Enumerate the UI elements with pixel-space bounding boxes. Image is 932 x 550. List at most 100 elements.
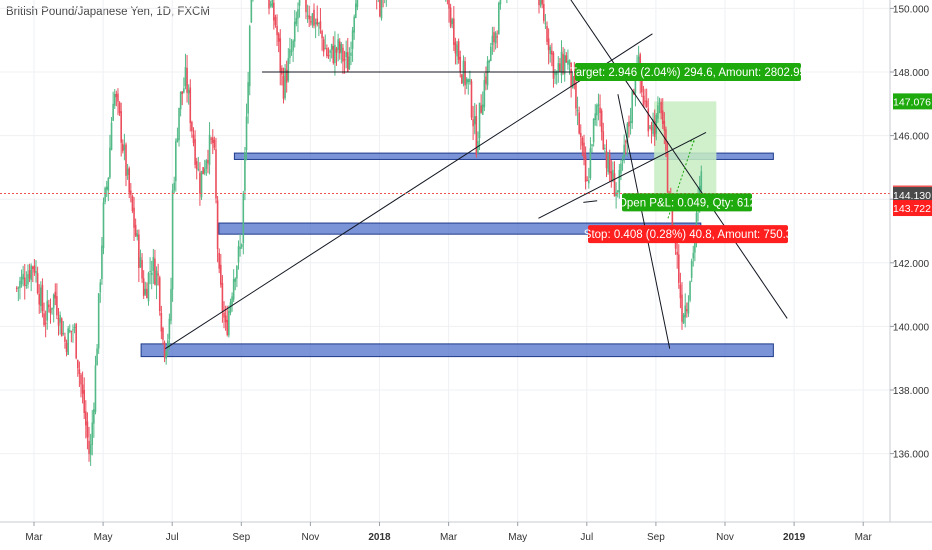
candle-body (89, 444, 92, 455)
candle-body (620, 163, 622, 174)
candle-body (48, 304, 50, 308)
candle-body (451, 19, 454, 25)
candle-body (68, 330, 71, 332)
candle-body (647, 108, 650, 132)
candle-body (70, 330, 73, 332)
candle-body (649, 127, 651, 129)
candle-body (589, 148, 592, 178)
trendline (617, 94, 671, 349)
candle-body (481, 104, 484, 115)
candle-body (19, 280, 21, 289)
candle-body (15, 287, 18, 289)
candle-body (351, 30, 354, 49)
candle-body (663, 120, 666, 131)
candle-body (56, 296, 58, 316)
x-tick-label: May (508, 532, 527, 543)
candle-body (62, 333, 65, 335)
candle-body (571, 73, 574, 88)
candle-body (179, 91, 182, 110)
candle-body (631, 91, 633, 124)
trendline (538, 131, 707, 219)
candle-body (560, 51, 563, 76)
candle-body (271, 0, 274, 8)
candle-body (311, 13, 314, 25)
candle-body (109, 147, 111, 178)
candle-body (244, 152, 246, 191)
candle-body (192, 134, 195, 143)
candle-body (552, 52, 555, 79)
candle-body (274, 17, 277, 26)
candle-body (563, 55, 566, 75)
candle-body (628, 121, 630, 127)
candle-body (250, 0, 253, 23)
candle-body (199, 172, 201, 194)
stop-price-tag: 143.722 (893, 200, 932, 217)
candle-body (634, 77, 637, 93)
candle-body (220, 264, 222, 285)
candle-body (599, 107, 601, 113)
candle-body (470, 81, 473, 118)
candle-body (454, 42, 457, 54)
candle-body (128, 168, 131, 193)
candle-body (483, 80, 486, 108)
x-tick-label: 2019 (783, 532, 806, 543)
candle-body (488, 60, 490, 63)
position-labels: Target: 2.946 (2.04%) 294.6, Amount: 280… (570, 63, 806, 244)
candle-body (486, 61, 489, 86)
candle-body (608, 154, 611, 174)
candle-body (290, 51, 293, 53)
candle-body (273, 2, 275, 21)
candle-body (473, 116, 476, 125)
candle-body (213, 139, 216, 148)
candle-body (453, 18, 455, 45)
candle-body (293, 21, 296, 42)
candle-body (121, 143, 124, 152)
candle-body (189, 87, 192, 124)
candle-body (200, 171, 203, 198)
candle-body (322, 39, 325, 52)
candle-body (637, 56, 640, 68)
candle-body (123, 145, 126, 151)
candle-body (202, 167, 204, 175)
candle-body (676, 252, 678, 255)
candle-body (166, 340, 169, 349)
candle-body (472, 119, 474, 127)
candle-body (480, 105, 482, 113)
candle-body (579, 132, 582, 138)
candle-body (191, 122, 193, 132)
candle-body (101, 245, 103, 280)
candle-body (268, 0, 270, 9)
candle-body (54, 291, 57, 299)
candle-body (176, 138, 179, 142)
candle-body (658, 103, 661, 105)
candle-body (459, 56, 462, 72)
candle-body (655, 115, 658, 134)
candle-body (353, 16, 355, 33)
x-tick-label: Sep (647, 532, 665, 543)
candle-body (281, 67, 283, 75)
trendline (165, 33, 653, 350)
candle-body (107, 177, 110, 191)
candle-body (330, 44, 333, 50)
x-tick-label: Nov (716, 532, 734, 543)
candle-body (549, 46, 552, 54)
x-tick-label: Sep (232, 532, 250, 543)
pnl-label-bg (622, 193, 752, 212)
candle-body (342, 47, 344, 62)
candle-body (613, 173, 616, 197)
y-tick-label: 138.000 (893, 386, 930, 397)
trendlines[interactable] (0, 0, 890, 350)
candle-body (171, 190, 174, 290)
candle-body (467, 79, 470, 83)
candle-body (681, 294, 683, 322)
candle-body (576, 110, 579, 112)
y-tick-label: 136.000 (893, 450, 930, 461)
candle-body (653, 120, 656, 137)
candle-body (591, 144, 593, 146)
candle-body (276, 25, 278, 36)
candle-body (221, 283, 224, 312)
entry-price-tag-text: 144.130 (893, 190, 931, 202)
candle-body (80, 374, 82, 385)
